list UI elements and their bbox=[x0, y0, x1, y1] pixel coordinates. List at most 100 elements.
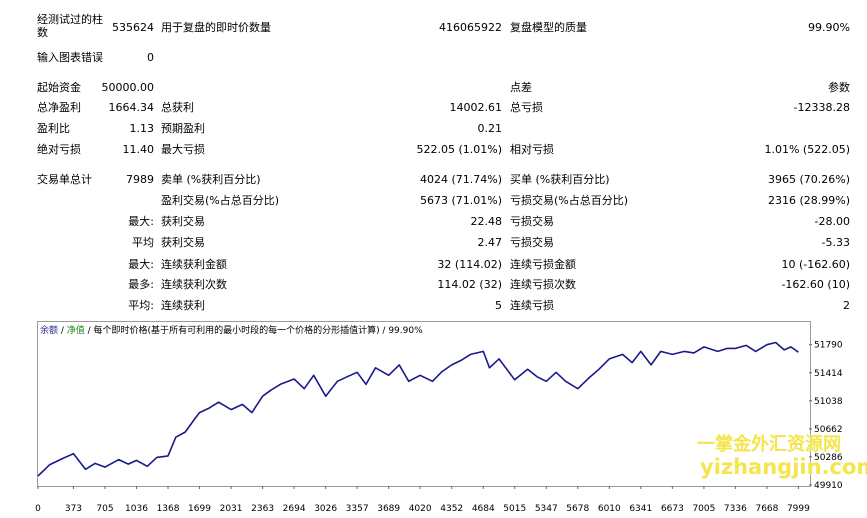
avg-consec-losses-label: 连续亏损 bbox=[510, 299, 554, 312]
avg-consec-wins-label: 连续获利 bbox=[161, 299, 205, 312]
rel-drawdown-label: 相对亏损 bbox=[510, 143, 554, 156]
y-tick-label: 49910 bbox=[814, 481, 843, 491]
long-label: 买单 (%获利百分比) bbox=[510, 173, 610, 186]
average-prefix: 平均 bbox=[132, 236, 154, 249]
avg2-prefix: 平均: bbox=[128, 299, 154, 312]
avg-loss-value: -5.33 bbox=[821, 236, 850, 249]
x-tick-label: 1036 bbox=[125, 504, 148, 514]
y-tick-label: 51790 bbox=[814, 341, 843, 351]
x-tick-label: 2694 bbox=[283, 504, 306, 514]
loss-trades-label: 亏损交易(%占总百分比) bbox=[510, 194, 629, 207]
max-consec-loss-label: 连续亏损次数 bbox=[510, 278, 576, 291]
chart-legend-sep: / bbox=[58, 326, 67, 336]
ticks-value: 416065922 bbox=[439, 21, 502, 34]
gross-loss-label: 总亏损 bbox=[510, 101, 543, 114]
x-tick-label: 4352 bbox=[440, 504, 463, 514]
avg-profit-value: 2.47 bbox=[477, 236, 503, 249]
loss-trades-value: 2316 (28.99%) bbox=[767, 194, 850, 207]
x-tick-label: 3357 bbox=[346, 504, 369, 514]
chart-errors-label: 输入图表错误 bbox=[37, 51, 103, 64]
largest-profit-value: 22.48 bbox=[470, 215, 503, 228]
expected-payoff-value: 0.21 bbox=[477, 122, 503, 135]
x-tick-label: 7005 bbox=[692, 504, 715, 514]
balance-series-line bbox=[37, 341, 799, 477]
gross-profit-value: 14002.61 bbox=[449, 101, 503, 114]
most-prefix: 最多: bbox=[128, 278, 154, 291]
long-value: 3965 (70.26%) bbox=[767, 173, 850, 186]
y-tick-label: 51038 bbox=[814, 397, 843, 407]
max-consec-losses-label: 连续亏损金额 bbox=[510, 258, 576, 271]
max-drawdown-label: 最大亏损 bbox=[161, 143, 205, 156]
bars-tested-label: 经测试过的柱数 bbox=[37, 13, 103, 39]
x-tick-label: 6673 bbox=[661, 504, 684, 514]
avg-loss-label: 亏损交易 bbox=[510, 236, 554, 249]
x-tick-label: 3026 bbox=[314, 504, 337, 514]
largest-loss-label: 亏损交易 bbox=[510, 215, 554, 228]
max-drawdown-value: 522.05 (1.01%) bbox=[416, 143, 502, 156]
profit-trades-value: 5673 (71.01%) bbox=[419, 194, 502, 207]
net-profit-label: 总净盈利 bbox=[37, 101, 81, 114]
short-value: 4024 (71.74%) bbox=[419, 173, 502, 186]
x-tick-label: 5015 bbox=[503, 504, 526, 514]
x-tick-label: 7336 bbox=[724, 504, 747, 514]
x-tick-label: 2031 bbox=[220, 504, 243, 514]
spread-label: 点差 bbox=[510, 81, 532, 94]
rel-drawdown-value: 1.01% (522.05) bbox=[764, 143, 850, 156]
x-tick-label: 0 bbox=[35, 504, 41, 514]
initial-deposit-value: 50000.00 bbox=[101, 81, 155, 94]
short-label: 卖单 (%获利百分比) bbox=[161, 173, 261, 186]
total-trades-value: 7989 bbox=[126, 173, 154, 186]
expected-payoff-label: 预期盈利 bbox=[161, 122, 205, 135]
x-tick-label: 4684 bbox=[472, 504, 495, 514]
x-tick-label: 6010 bbox=[598, 504, 621, 514]
quality-label: 复盘模型的质量 bbox=[510, 21, 587, 34]
chart-legend-balance: 余额 bbox=[40, 326, 59, 336]
x-tick-label: 1368 bbox=[157, 504, 180, 514]
max-consec-profit-value: 114.02 (32) bbox=[437, 278, 502, 291]
max-consec-loss-value: -162.60 (10) bbox=[781, 278, 850, 291]
x-tick-label: 1699 bbox=[188, 504, 211, 514]
x-tick-label: 373 bbox=[65, 504, 82, 514]
x-tick-label: 4020 bbox=[409, 504, 432, 514]
avg-consec-wins-value: 5 bbox=[495, 299, 502, 312]
y-tick-label: 51414 bbox=[814, 369, 843, 379]
gross-loss-value: -12338.28 bbox=[793, 101, 850, 114]
x-tick-label: 705 bbox=[96, 504, 113, 514]
profit-trades-label: 盈利交易(%占总百分比) bbox=[161, 194, 280, 207]
y-tick-label: 50662 bbox=[814, 425, 843, 435]
initial-deposit-label: 起始资金 bbox=[37, 81, 81, 94]
ticks-label: 用于复盘的即时价数量 bbox=[161, 21, 271, 34]
quality-value: 99.90% bbox=[808, 21, 850, 34]
total-trades-label: 交易单总计 bbox=[37, 173, 92, 186]
profit-factor-value: 1.13 bbox=[129, 122, 155, 135]
balance-chart-frame bbox=[37, 321, 811, 487]
chart-legend-equity: 净值 bbox=[66, 326, 85, 336]
spread-value: 参数 bbox=[828, 81, 850, 94]
largest-prefix: 最大: bbox=[128, 215, 154, 228]
watermark-url: yizhangjin.com bbox=[700, 455, 867, 479]
max-consec-wins-value: 32 (114.02) bbox=[437, 258, 502, 271]
gross-profit-label: 总获利 bbox=[161, 101, 194, 114]
profit-factor-label: 盈利比 bbox=[37, 122, 70, 135]
x-tick-label: 3689 bbox=[377, 504, 400, 514]
chart-errors-value: 0 bbox=[147, 51, 154, 64]
x-tick-label: 5678 bbox=[566, 504, 589, 514]
max-consec-losses-value: 10 (-162.60) bbox=[781, 258, 850, 271]
avg-consec-losses-value: 2 bbox=[843, 299, 850, 312]
max-consec-profit-label: 连续获利次数 bbox=[161, 278, 227, 291]
largest-loss-value: -28.00 bbox=[814, 215, 850, 228]
x-tick-label: 5347 bbox=[535, 504, 558, 514]
chart-header: 余额 / 净值 / 每个即时价格(基于所有可利用的最小时段的每一个价格的分形插值… bbox=[40, 323, 423, 336]
x-tick-label: 7999 bbox=[787, 504, 810, 514]
y-tick-label: 50286 bbox=[814, 453, 843, 463]
max-prefix: 最大: bbox=[128, 258, 154, 271]
avg-profit-label: 获利交易 bbox=[161, 236, 205, 249]
x-tick-label: 6341 bbox=[629, 504, 652, 514]
abs-drawdown-value: 11.40 bbox=[122, 143, 155, 156]
x-tick-label: 2363 bbox=[251, 504, 274, 514]
watermark-cn: 一掌金外汇资源网 bbox=[697, 434, 841, 455]
abs-drawdown-label: 绝对亏损 bbox=[37, 143, 81, 156]
max-consec-wins-label: 连续获利金额 bbox=[161, 258, 227, 271]
x-tick-label: 7668 bbox=[755, 504, 778, 514]
